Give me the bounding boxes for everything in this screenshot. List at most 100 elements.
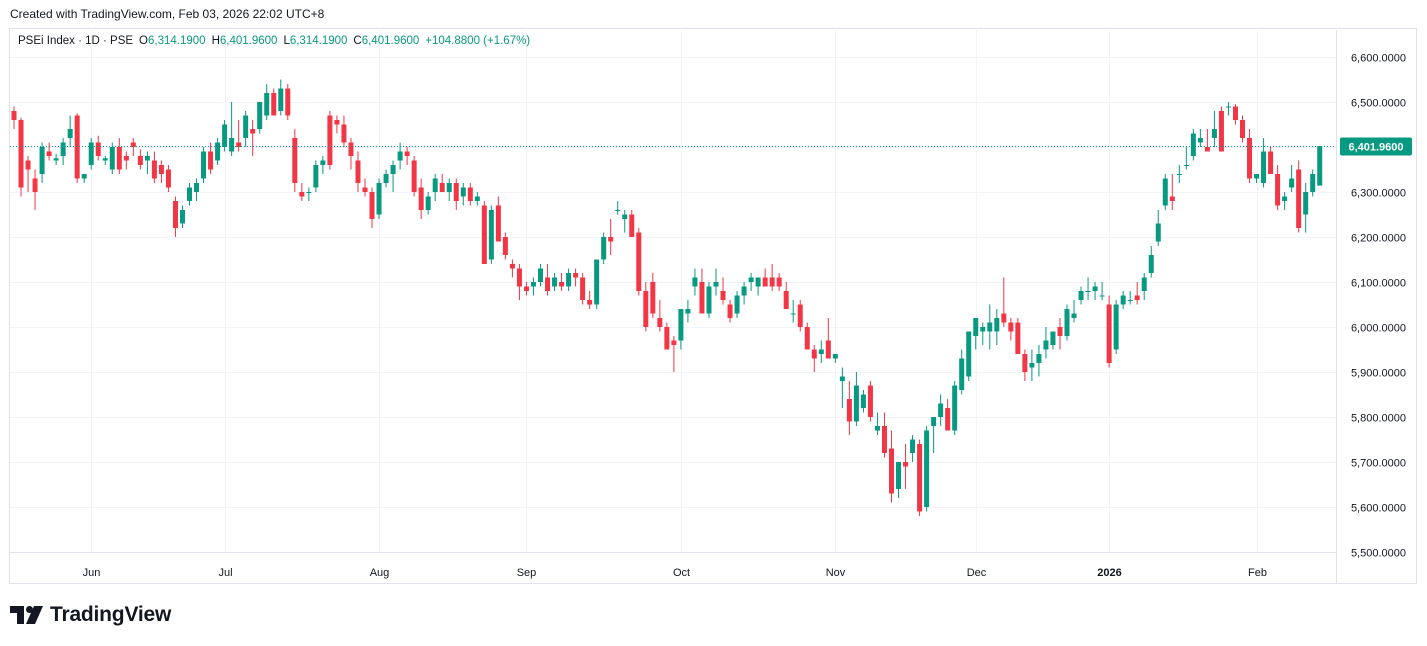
candle	[720, 277, 726, 305]
candle	[1155, 210, 1161, 246]
price-tick-label: 5,800.0000	[1351, 413, 1406, 425]
candle	[1078, 286, 1084, 305]
candle-body	[194, 183, 200, 192]
candle	[474, 192, 480, 206]
candle-body	[931, 417, 937, 426]
candle-body	[1317, 146, 1323, 186]
candle-body	[650, 282, 656, 314]
candle-body	[488, 210, 494, 260]
candle	[194, 178, 200, 201]
candle	[439, 174, 445, 192]
candle-body	[938, 403, 944, 417]
candle	[1247, 129, 1253, 183]
candle-body	[516, 268, 522, 287]
candle-body	[874, 426, 880, 431]
candle	[1120, 291, 1126, 309]
candle	[601, 232, 607, 264]
candle	[608, 219, 614, 255]
low-value: 6,314.1900	[289, 35, 348, 47]
candle	[804, 322, 810, 350]
candle-body	[1240, 120, 1245, 138]
candle	[783, 282, 789, 309]
candle-body	[404, 151, 410, 156]
candle-body	[158, 165, 164, 174]
candle	[229, 102, 235, 156]
candle	[1092, 282, 1098, 300]
candle-body	[264, 93, 270, 116]
price-tick-label: 5,600.0000	[1351, 503, 1406, 515]
candle-body	[924, 430, 930, 507]
candle-body	[95, 142, 101, 156]
candle-body	[825, 340, 831, 359]
candle-body	[292, 138, 298, 183]
candle	[622, 210, 628, 233]
candle	[1268, 147, 1274, 174]
candle-body	[1303, 192, 1309, 215]
candle-body	[1289, 178, 1295, 188]
candle	[881, 412, 887, 458]
symbol-label[interactable]: PSEi Index · 1D · PSE	[18, 35, 134, 47]
candle	[285, 84, 291, 120]
candle-body	[397, 151, 403, 161]
candle	[1296, 160, 1302, 233]
candle-body	[966, 331, 972, 377]
candle	[67, 115, 73, 147]
candle-body	[1008, 322, 1014, 332]
candle	[629, 210, 635, 237]
candle	[523, 282, 529, 296]
candle	[1127, 291, 1133, 305]
candle-body	[1085, 291, 1091, 292]
candle-body	[580, 277, 586, 300]
candle-body	[172, 201, 178, 228]
candle	[832, 354, 838, 363]
candle-body	[1057, 327, 1063, 336]
candle-body	[523, 286, 529, 291]
candle	[776, 273, 782, 291]
candle-body	[755, 277, 761, 287]
candle-body	[418, 187, 424, 210]
candle-body	[341, 124, 347, 143]
candle-body	[917, 444, 923, 512]
price-tick-label: 6,500.0000	[1351, 98, 1406, 110]
candle	[713, 268, 719, 296]
candle-body	[706, 286, 712, 314]
tradingview-brand[interactable]: TradingView	[10, 603, 171, 627]
candle-body	[1232, 106, 1238, 120]
candle-body	[383, 174, 389, 183]
candle	[1134, 282, 1140, 305]
last-price-label: 6,401.9600	[1348, 142, 1403, 154]
candle	[53, 153, 59, 165]
candle-body	[144, 156, 150, 161]
candle	[1057, 318, 1063, 350]
candle-body	[748, 277, 754, 282]
candle	[74, 113, 80, 183]
candle	[699, 268, 705, 314]
candle	[945, 399, 951, 431]
time-axis: Jun Jul Aug Sep Oct Nov Dec 2026 Feb	[10, 552, 1336, 579]
candle-body	[1183, 165, 1189, 166]
candle-body	[587, 300, 593, 305]
candle-body	[853, 385, 859, 422]
candle	[495, 196, 501, 242]
candle	[179, 205, 185, 228]
candle-body	[1099, 295, 1105, 297]
candle	[215, 138, 221, 165]
candle	[95, 135, 101, 161]
candle-body	[271, 93, 277, 116]
candle	[615, 201, 621, 215]
candle	[559, 273, 565, 291]
chart-frame[interactable]	[9, 28, 1417, 584]
price-tick-label: 6,000.0000	[1351, 323, 1406, 335]
candle	[418, 178, 424, 219]
candle-body	[910, 439, 916, 453]
candle-body	[355, 160, 361, 183]
candle-body	[671, 340, 677, 345]
candle	[257, 102, 263, 134]
candle	[32, 169, 38, 210]
candle	[1169, 174, 1175, 210]
time-tick-label: Jul	[218, 567, 232, 579]
candle	[383, 169, 389, 188]
candle-body	[1071, 313, 1077, 318]
chart-credit: Created with TradingView.com, Feb 03, 20…	[10, 7, 325, 21]
